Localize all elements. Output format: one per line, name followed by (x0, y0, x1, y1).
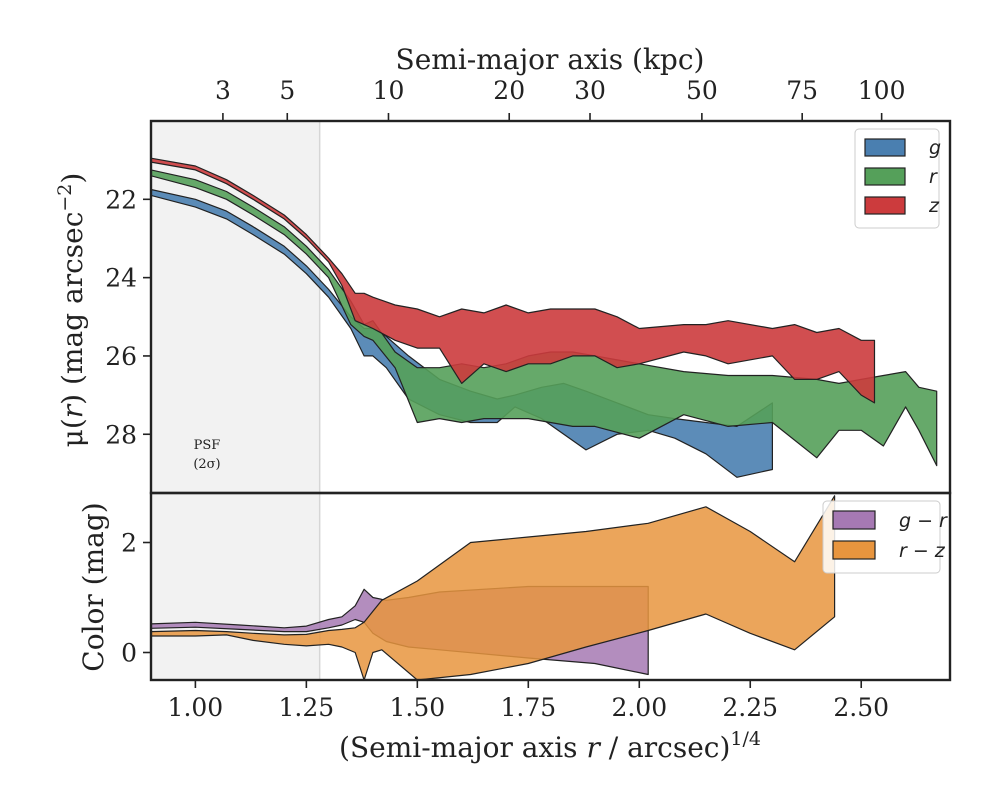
x-tick-label: 2.25 (722, 693, 778, 722)
top-x-tick-label: 20 (493, 76, 525, 105)
legend-bottom: g − r r − z (822, 500, 948, 574)
ylabel-sup: −2 (54, 184, 76, 212)
top-x-tick-label: 30 (574, 76, 606, 105)
legend-swatch (864, 138, 906, 157)
top-axis-title: Semi-major axis (kpc) (396, 43, 705, 76)
legend-swatch (864, 167, 906, 186)
bottom-panel-y-axis-title: Color (mag) (77, 502, 110, 671)
legend-label: r − z (899, 540, 946, 562)
top-x-tick-label: 75 (786, 76, 818, 105)
xlabel-sup: 1/4 (730, 728, 761, 750)
xlabel-part-1: (Semi-major axis (339, 731, 586, 764)
legend-label: r (929, 166, 938, 188)
top-x-tick-label: 100 (858, 76, 906, 105)
x-tick-label: 2.00 (611, 693, 667, 722)
y-tick-label: 24 (105, 264, 137, 293)
legend-label: g (929, 137, 941, 159)
legend-label: z (928, 195, 940, 217)
band-z (151, 157, 876, 404)
top-x-tick-label: 3 (215, 76, 231, 105)
legend-swatch (832, 540, 876, 560)
x-tick-label: 1.75 (500, 693, 556, 722)
xlabel-part-2: / arcsec) (600, 731, 731, 764)
y-tick-label: 26 (105, 342, 137, 371)
top-x-tick-label: 5 (279, 76, 295, 105)
top-panel-series (151, 157, 938, 478)
psf-region-bottom (151, 493, 320, 680)
x-tick-label: 1.00 (168, 693, 224, 722)
bottom-panel-ticks: 0 2 1.00 1.25 1.50 1.75 2.00 2.25 2.50 (121, 529, 889, 723)
psf-label: PSF (194, 438, 221, 453)
legend-swatch (832, 510, 876, 530)
top-x-tick-label: 50 (686, 76, 718, 105)
y-tick-label: 22 (105, 185, 137, 214)
x-tick-label: 1.25 (279, 693, 335, 722)
y-tick-label: 2 (121, 529, 137, 558)
legend-label: g − r (899, 510, 948, 532)
y-tick-label: 28 (105, 420, 137, 449)
legend-swatch (864, 196, 906, 215)
bottom-axis-title: (Semi-major axis r / arcsec)1/4 (339, 728, 761, 764)
xlabel-var: r (586, 731, 601, 764)
ylabel-part-2: ) (mag arcsec (56, 212, 89, 405)
ylabel-var: r (56, 403, 89, 418)
bottom-panel-frame (149, 491, 952, 682)
psf-label-sigma: (2σ) (193, 457, 220, 472)
top-panel-ticks: 22 24 26 28 3 5 10 20 30 50 75 100 (105, 76, 905, 449)
top-x-tick-label: 10 (373, 76, 405, 105)
top-panel-y-axis-title: μ(r) (mag arcsec−2) (54, 173, 89, 448)
y-tick-label: 0 (121, 639, 137, 668)
legend-top: grz (854, 128, 941, 229)
ylabel-part-1: μ( (56, 418, 89, 447)
ylabel-end: ) (56, 173, 89, 184)
band-r (151, 169, 938, 467)
x-tick-label: 2.50 (833, 693, 889, 722)
band-r-z (151, 495, 836, 680)
bottom-panel-series (151, 495, 836, 680)
x-tick-label: 1.50 (389, 693, 445, 722)
